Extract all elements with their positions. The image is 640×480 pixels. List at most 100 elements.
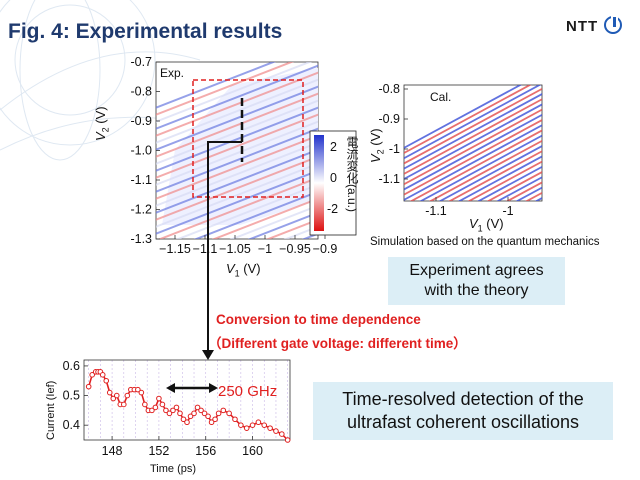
conversion-arrow-head bbox=[202, 350, 214, 360]
exp-stripe bbox=[156, 127, 318, 193]
exp-stripe bbox=[156, 162, 318, 228]
cal-xtick-label: -1.1 bbox=[425, 204, 447, 218]
time-xtick-label: 160 bbox=[242, 444, 263, 458]
time-xtick-label: 156 bbox=[195, 444, 216, 458]
colorbar-tick-0: 0 bbox=[330, 171, 337, 185]
cal-stripe bbox=[428, 139, 542, 201]
time-series-point bbox=[273, 428, 279, 434]
time-series-point bbox=[226, 410, 232, 417]
time-series-point bbox=[152, 404, 159, 411]
cal-stripe bbox=[404, 113, 542, 191]
period-arrow-right-head bbox=[209, 383, 218, 393]
colorbar-label: 電流変化(a.u.) bbox=[345, 136, 359, 213]
time-ytick-label: 0.4 bbox=[63, 418, 80, 432]
exp-stripe bbox=[157, 176, 318, 239]
time-series-point bbox=[135, 386, 141, 393]
time-xtick-label: 148 bbox=[102, 444, 123, 458]
exp-ytick-label: -1.0 bbox=[130, 144, 152, 158]
time-series-point bbox=[85, 383, 92, 390]
cal-xlabel: V1 (V) bbox=[469, 216, 504, 234]
exp-xtick-label: −1.05 bbox=[219, 242, 251, 256]
exp-ytick-label: -0.8 bbox=[130, 85, 152, 99]
exp-stripe bbox=[156, 62, 313, 123]
time-series-point bbox=[163, 407, 169, 414]
ntt-logo-icon bbox=[604, 15, 622, 34]
time-series-point bbox=[279, 431, 285, 437]
colorbar-tick-2: 2 bbox=[330, 140, 337, 154]
time-series-point bbox=[89, 372, 95, 378]
agree-note-line1: Experiment agrees bbox=[409, 262, 544, 279]
time-plot-series bbox=[85, 369, 291, 443]
exp-stripe bbox=[156, 113, 318, 179]
exp-stripe bbox=[156, 62, 277, 109]
time-series-point bbox=[220, 407, 227, 414]
time-series-point bbox=[138, 389, 145, 396]
cal-ytick-label: -0.8 bbox=[378, 82, 400, 96]
time-ytick-label: 0.6 bbox=[63, 359, 80, 373]
cal-stripe bbox=[419, 134, 542, 201]
cal-stripe bbox=[448, 150, 542, 201]
period-arrow-left-head bbox=[166, 383, 175, 393]
exp-xlabel: V1 (V) bbox=[226, 261, 261, 279]
time-series-point bbox=[191, 410, 197, 417]
cal-stripe bbox=[404, 124, 542, 201]
time-series-point bbox=[212, 416, 218, 423]
time-xtick-label: 152 bbox=[148, 444, 169, 458]
cal-ytick-label: -0.9 bbox=[378, 112, 400, 126]
exp-y-ticks: -0.7 -0.8 -0.9 -1.0 -1.1 -1.2 -1.3 bbox=[130, 55, 160, 246]
time-series-point bbox=[198, 407, 204, 414]
exp-ytick-label: -0.9 bbox=[130, 114, 152, 128]
time-y-ticks: 0.6 0.5 0.4 bbox=[63, 359, 88, 432]
time-series-point bbox=[106, 389, 113, 396]
time-series-point bbox=[184, 419, 190, 426]
exp-ytick-label: -0.7 bbox=[130, 55, 152, 69]
cal-stripe bbox=[476, 165, 542, 201]
cal-stripe bbox=[404, 93, 542, 170]
exp-xtick-label: −1 bbox=[258, 242, 272, 256]
cal-stripe bbox=[438, 145, 542, 201]
time-series-point bbox=[243, 425, 250, 431]
agree-note-line2: with the theory bbox=[424, 282, 529, 299]
time-series-point bbox=[149, 407, 155, 414]
time-series-point bbox=[142, 401, 148, 408]
exp-stripe bbox=[156, 148, 318, 214]
simulation-caption: Simulation based on the quantum mechanic… bbox=[370, 236, 600, 248]
exp-stripe bbox=[156, 92, 318, 158]
exp-stripe bbox=[283, 225, 318, 239]
cal-ytick-label: -1 bbox=[389, 142, 400, 156]
time-resolved-note-box: Time-resolved detection of the ultrafast… bbox=[313, 382, 613, 440]
cal-stripe bbox=[404, 98, 542, 175]
exp-stripe bbox=[193, 190, 318, 239]
colorbar bbox=[314, 135, 324, 231]
time-series-point bbox=[208, 419, 215, 426]
time-series-point bbox=[249, 422, 256, 428]
time-series-point bbox=[120, 401, 127, 408]
exp-stripe bbox=[265, 218, 318, 239]
time-ytick-label: 0.5 bbox=[63, 389, 80, 403]
time-series-point bbox=[99, 372, 106, 378]
cal-label: Cal. bbox=[430, 90, 452, 104]
exp-stripe bbox=[156, 169, 318, 235]
conversion-text-line2: （Different gate voltage: different time） bbox=[208, 336, 467, 351]
time-series-point bbox=[110, 395, 117, 402]
time-series-point bbox=[238, 422, 244, 428]
time-series-point bbox=[255, 419, 262, 426]
colorbar-tick-neg2: -2 bbox=[327, 202, 339, 216]
exp-x-ticks: −1.15 −1.1 −1.05 −1 −0.95 −0.9 bbox=[159, 235, 337, 256]
cal-xtick-label: -1 bbox=[502, 204, 513, 218]
time-series-point bbox=[267, 425, 273, 431]
cal-stripe bbox=[409, 129, 542, 201]
exp-ytick-label: -1.1 bbox=[130, 173, 152, 187]
cal-stripe bbox=[404, 108, 542, 186]
time-x-ticks: 148 152 156 160 bbox=[102, 436, 263, 458]
exp-xtick-label: −0.9 bbox=[313, 242, 338, 256]
time-resolved-line1: Time-resolved detection of the bbox=[342, 389, 584, 409]
time-series-point bbox=[177, 410, 183, 417]
exp-stripe bbox=[156, 134, 318, 200]
exp-xtick-label: −1.15 bbox=[159, 242, 191, 256]
time-series-point bbox=[156, 395, 162, 402]
exp-stripe bbox=[156, 64, 318, 130]
cal-stripe bbox=[505, 181, 542, 201]
time-series-point bbox=[113, 392, 120, 399]
